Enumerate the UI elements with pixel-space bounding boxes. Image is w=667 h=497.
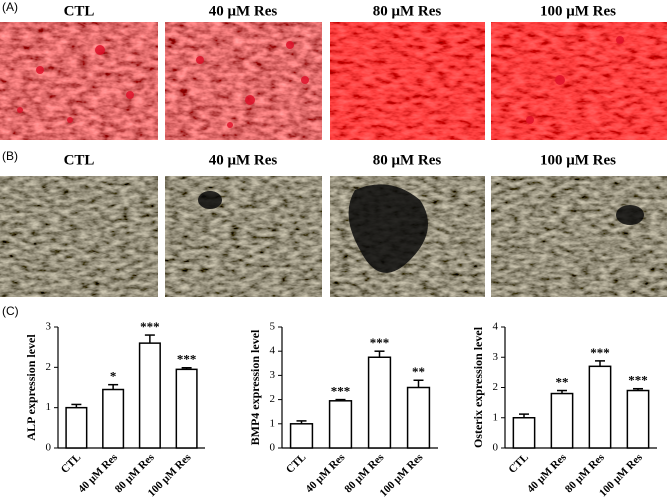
y-tick-label: 1 (493, 411, 499, 423)
bar (406, 386, 431, 449)
bar (512, 417, 536, 449)
x-tick-label: 40 μM Res (525, 451, 570, 496)
column-header: 80 μM Res (373, 152, 442, 168)
y-tick-label: 1 (46, 401, 52, 413)
y-tick-label: 0 (270, 442, 276, 454)
column-header: 40 μM Res (209, 3, 278, 19)
micrograph (491, 22, 667, 140)
micrograph-row-b (0, 176, 667, 297)
bar (65, 406, 88, 449)
y-tick-label: 2 (46, 361, 52, 373)
bar (626, 389, 650, 449)
y-tick-label: 2 (270, 393, 276, 405)
column-header: 40 μM Res (209, 152, 278, 168)
y-tick-label: 3 (46, 321, 52, 333)
y-tick-label: 3 (270, 369, 276, 381)
y-axis-label: ALP expression level (24, 334, 38, 441)
y-tick-label: 4 (270, 345, 276, 357)
column-header: 100 μM Res (540, 3, 616, 19)
bar (102, 388, 125, 449)
bar (328, 400, 353, 449)
y-axis-label: BMP4 expression level (248, 329, 262, 445)
micrograph-row-a (0, 22, 667, 140)
significance-label: ** (556, 375, 569, 390)
micrograph (491, 176, 667, 297)
y-tick-label: 5 (270, 321, 276, 333)
micrograph (0, 22, 158, 140)
significance-label: *** (331, 384, 351, 399)
significance-label: *** (590, 345, 610, 360)
panel-label: (B) (2, 149, 18, 163)
significance-label: *** (628, 373, 648, 388)
micrograph (0, 176, 158, 297)
bar (588, 365, 612, 449)
x-tick-label: CTL (284, 451, 308, 475)
y-tick-label: 1 (270, 417, 276, 429)
significance-label: *** (177, 352, 197, 367)
x-tick-label: CTL (506, 451, 530, 475)
significance-label: *** (140, 319, 160, 334)
bar (138, 342, 161, 449)
x-tick-label: 100 μM Res (378, 451, 426, 497)
significance-label: ** (412, 364, 425, 379)
y-tick-label: 4 (493, 321, 499, 333)
bar (550, 392, 574, 449)
y-tick-label: 3 (493, 351, 499, 363)
bar (367, 356, 392, 449)
micrograph (165, 176, 322, 297)
panel-label: (C) (2, 304, 19, 318)
column-header: CTL (64, 3, 95, 19)
x-tick-label: 40 μM Res (303, 451, 348, 496)
micrograph (165, 22, 322, 140)
y-tick-label: 0 (493, 442, 499, 454)
bar (289, 423, 314, 449)
x-tick-label: CTL (59, 451, 83, 475)
significance-label: * (110, 369, 117, 384)
y-tick-label: 2 (493, 381, 499, 393)
micrograph (330, 22, 485, 140)
column-header: 80 μM Res (373, 3, 442, 19)
significance-label: *** (370, 335, 390, 350)
y-axis-label: Osterix expression level (471, 326, 485, 448)
bar (175, 368, 198, 449)
column-header: CTL (64, 152, 95, 168)
column-header: 100 μM Res (540, 152, 616, 168)
y-tick-label: 0 (46, 442, 52, 454)
panel-label: (A) (2, 0, 18, 14)
